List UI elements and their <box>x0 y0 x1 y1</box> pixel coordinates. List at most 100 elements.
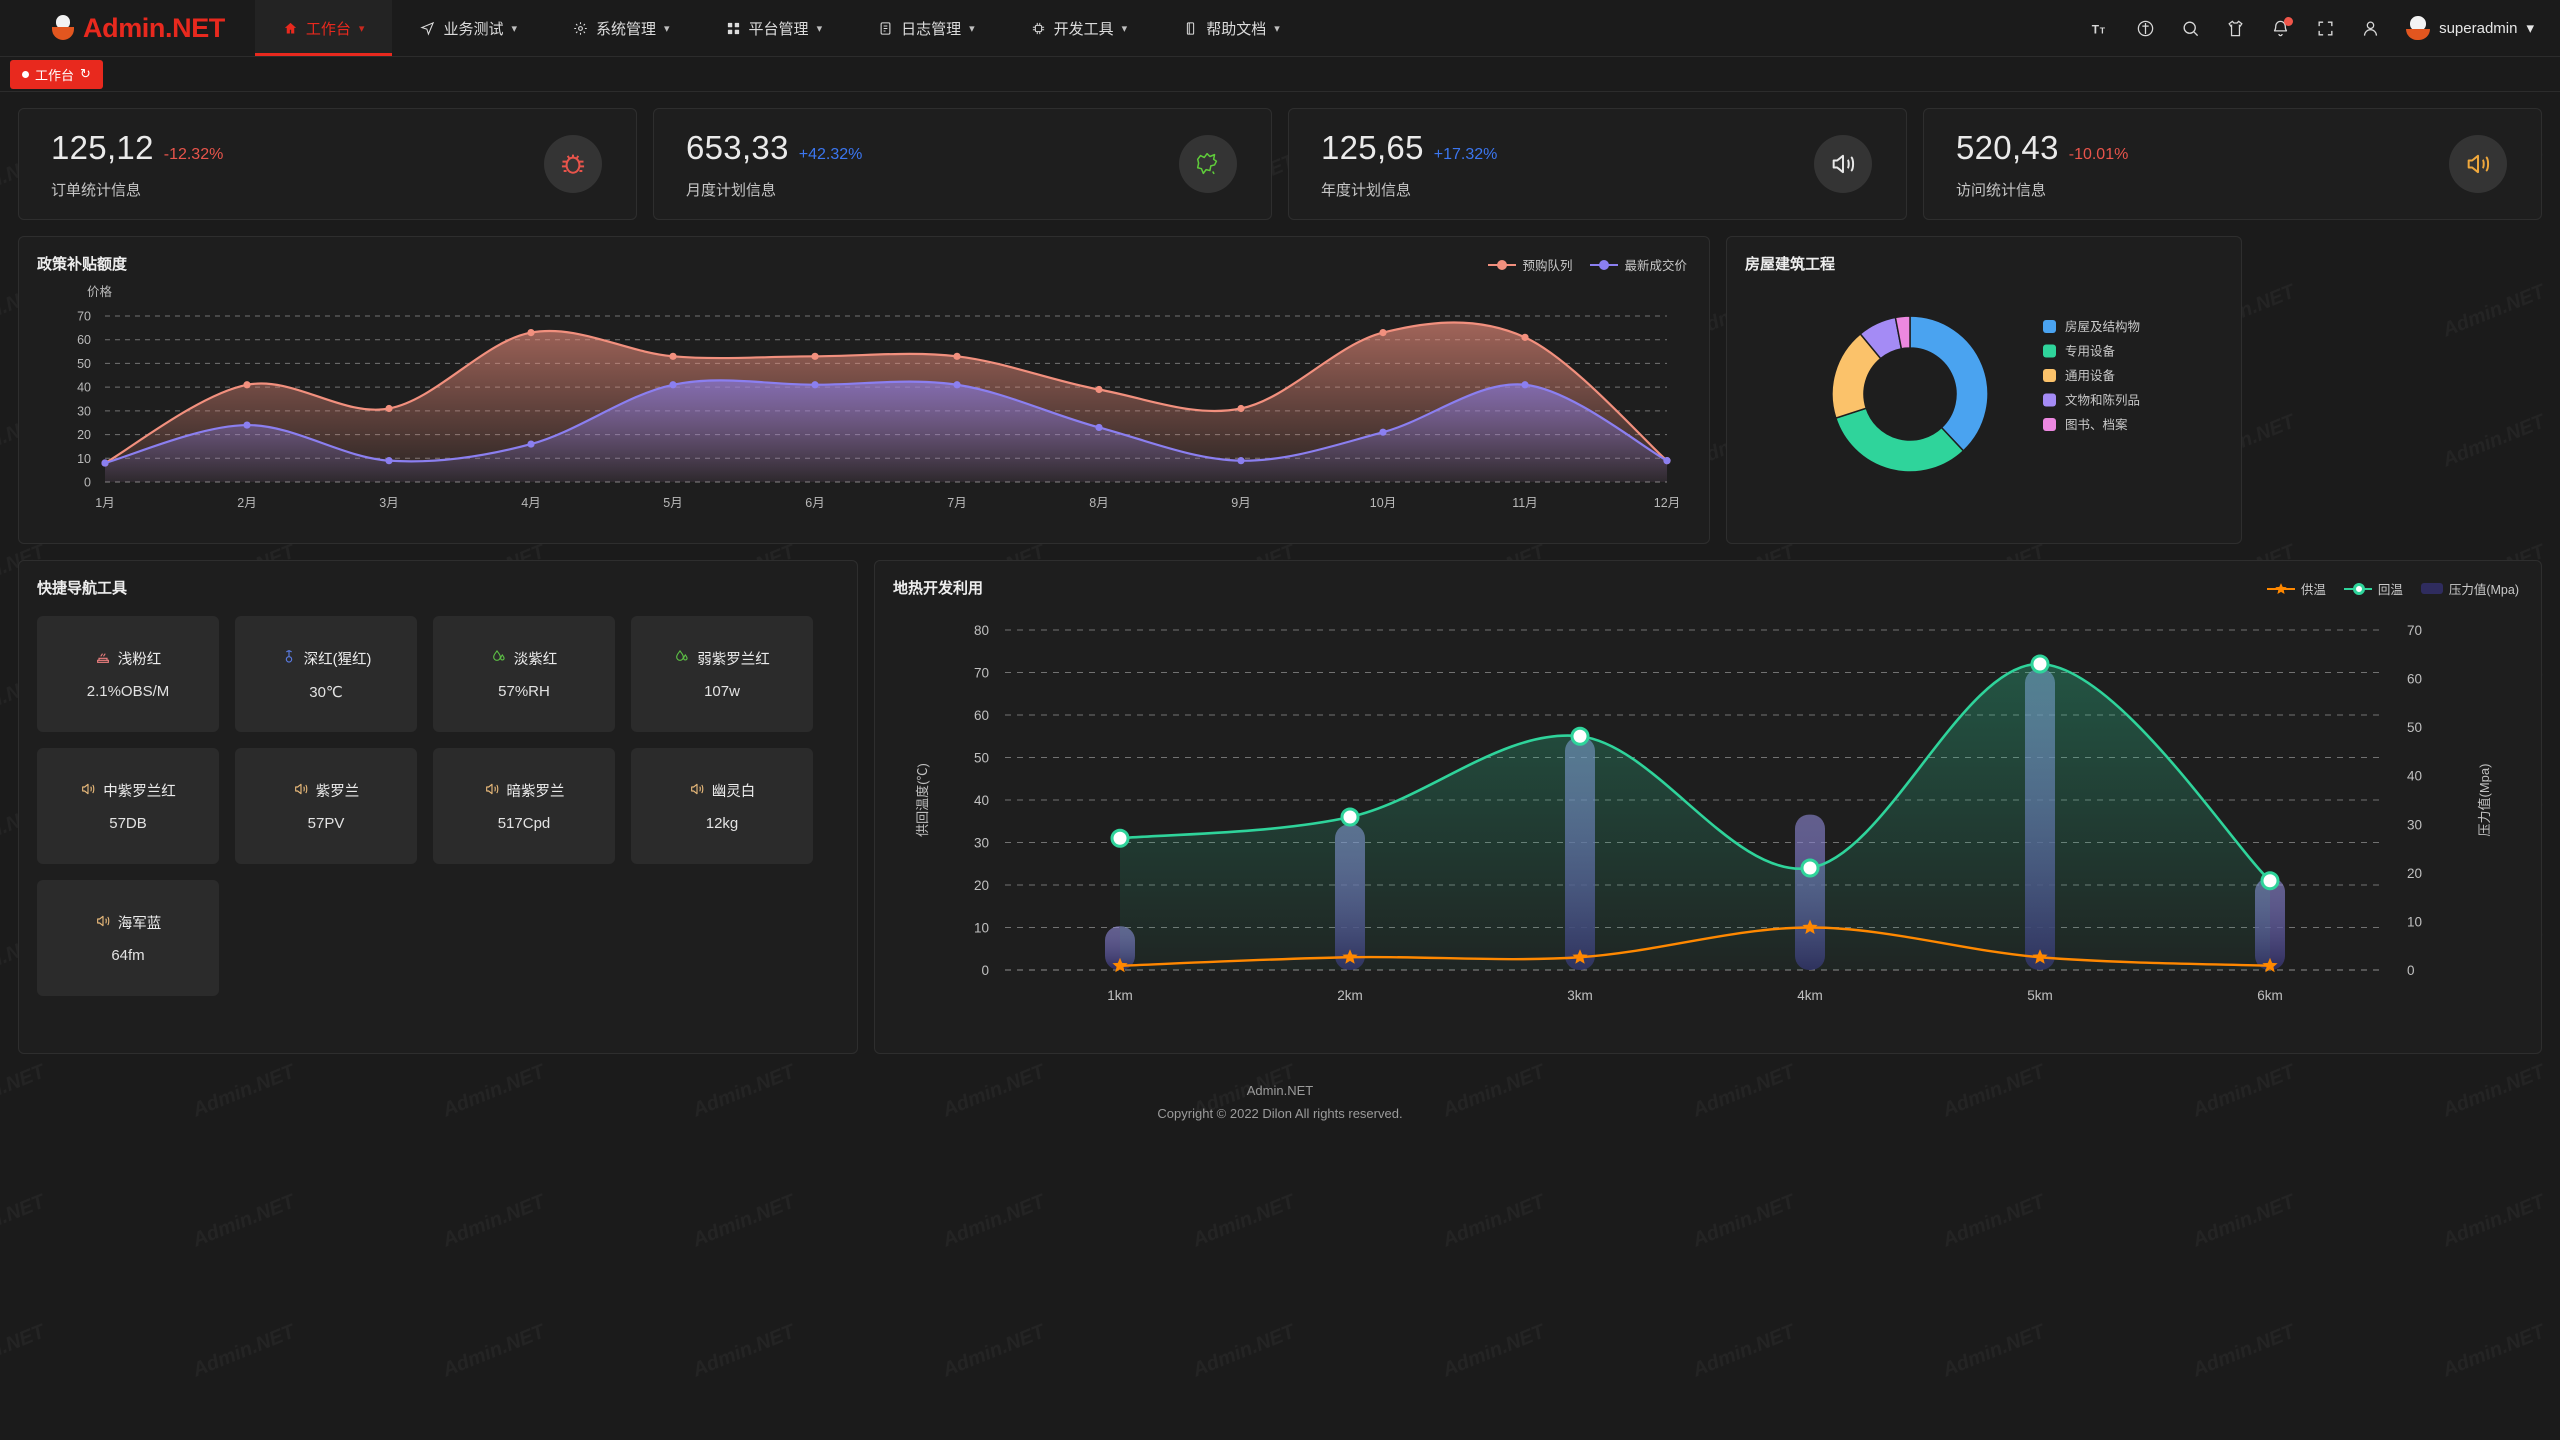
chevron-down-icon: ▾ <box>358 22 365 35</box>
speaker-icon <box>1814 135 1872 193</box>
stat-text: 125,65 +17.32% 年度计划信息 <box>1321 129 1497 200</box>
stat-card-yearly-plan[interactable]: 125,65 +17.32% 年度计划信息 <box>1288 108 1907 220</box>
svg-text:10: 10 <box>77 452 91 466</box>
brand-name: Admin.NET <box>83 12 225 43</box>
nav-item-label: 系统管理 <box>596 20 657 38</box>
svg-text:50: 50 <box>77 357 91 371</box>
tab-bar: 工作台 ↻ <box>0 57 2560 92</box>
legend-item-latest-price[interactable]: 最新成交价 <box>1590 255 1687 274</box>
nav-item-platform-management[interactable]: 平台管理 ▾ <box>698 0 851 56</box>
svg-text:60: 60 <box>974 708 989 723</box>
nav-item-label: 帮助文档 <box>1206 20 1267 38</box>
chart-legend: 供温 回温 压力值(Mpa) <box>2266 579 2519 598</box>
quicknav-tile-value: 12kg <box>705 815 739 832</box>
brand-logo[interactable]: Admin.NET <box>0 0 255 56</box>
quicknav-tile[interactable]: 深红(猩红) 30℃ <box>235 616 417 732</box>
quicknav-tile-label: 淡紫红 <box>513 652 558 668</box>
quicknav-tile-label: 浅粉红 <box>117 652 162 668</box>
quicknav-tile-value: 107w <box>704 683 740 700</box>
stat-card-row: 125,12 -12.32% 订单统计信息 653,33 +42.32% 月度计… <box>18 108 2542 220</box>
quicknav-tile-header: 浅粉红 <box>95 648 162 669</box>
quicknav-tile-value: 517Cpd <box>497 815 551 832</box>
chevron-down-icon: ▾ <box>1274 22 1280 35</box>
chevron-down-icon: ▾ <box>664 22 670 35</box>
quicknav-tile[interactable]: 海军蓝 64fm <box>37 880 219 996</box>
tab-workbench[interactable]: 工作台 ↻ <box>10 59 103 89</box>
quicknav-tile-header: 深红(猩红) <box>281 648 371 669</box>
svg-text:专用设备: 专用设备 <box>2065 344 2116 359</box>
stat-label: 订单统计信息 <box>51 181 142 199</box>
speaker-icon <box>689 781 705 801</box>
speaker-icon <box>293 781 309 801</box>
quicknav-tile[interactable]: 幽灵白 12kg <box>631 748 813 864</box>
svg-text:40: 40 <box>974 793 989 808</box>
humidity-icon <box>674 649 690 669</box>
quicknav-tile-header: 紫罗兰 <box>293 780 359 801</box>
chart-title: 地热开发利用 <box>893 580 984 597</box>
legend-label: 供温 <box>2300 583 2326 597</box>
quicknav-tile-label: 幽灵白 <box>711 784 756 800</box>
quicknav-tile[interactable]: 浅粉红 2.1%OBS/M <box>37 616 219 732</box>
language-icon[interactable] <box>2136 19 2155 38</box>
svg-text:50: 50 <box>2407 720 2422 735</box>
quicknav-tile-label: 暗紫罗兰 <box>506 784 565 800</box>
nav-item-help-docs[interactable]: 帮助文档 ▾ <box>1155 0 1308 56</box>
svg-text:10: 10 <box>974 921 989 936</box>
svg-text:40: 40 <box>77 381 91 395</box>
top-navigation-bar: Admin.NET 工作台 ▾ 业务测试 ▾ 系统管理 ▾ 平台管理 ▾ 日志管… <box>0 0 2560 57</box>
svg-text:20: 20 <box>2407 866 2422 881</box>
grid-icon <box>726 21 741 36</box>
stat-delta: +17.32% <box>1433 145 1498 163</box>
legend-item-return-temp[interactable]: 回温 <box>2343 579 2403 598</box>
nav-item-workbench[interactable]: 工作台 ▾ <box>254 0 393 56</box>
legend-item-supply-temp[interactable]: 供温 <box>2266 579 2326 598</box>
quicknav-tile[interactable]: 淡紫红 57%RH <box>433 616 615 732</box>
thermometer-icon <box>281 648 297 668</box>
nav-item-log-management[interactable]: 日志管理 ▾ <box>850 0 1003 56</box>
chip-icon <box>1031 21 1046 36</box>
nav-item-business-test[interactable]: 业务测试 ▾ <box>392 0 545 56</box>
chart-legend: 预购队列 最新成交价 <box>1488 255 1687 274</box>
quicknav-tile-value: 30℃ <box>309 683 343 701</box>
refresh-icon[interactable]: ↻ <box>80 66 91 81</box>
svg-text:30: 30 <box>2407 817 2422 832</box>
theme-shirt-icon[interactable] <box>2226 19 2245 38</box>
legend-item-preorder[interactable]: 预购队列 <box>1488 255 1572 274</box>
quicknav-tile[interactable]: 弱紫罗兰红 107w <box>631 616 813 732</box>
svg-text:70: 70 <box>2407 623 2422 638</box>
quicknav-tile-header: 海军蓝 <box>95 912 162 933</box>
stat-label: 访问统计信息 <box>1956 181 2047 199</box>
svg-text:20: 20 <box>974 878 989 893</box>
stat-card-orders[interactable]: 125,12 -12.32% 订单统计信息 <box>18 108 637 220</box>
svg-text:2km: 2km <box>1337 988 1363 1003</box>
bell-icon[interactable] <box>2271 16 2294 38</box>
stat-card-monthly-plan[interactable]: 653,33 +42.32% 月度计划信息 <box>653 108 1272 220</box>
quicknav-tile[interactable]: 暗紫罗兰 517Cpd <box>433 748 615 864</box>
legend-item-pressure[interactable]: 压力值(Mpa) <box>2420 579 2519 598</box>
svg-text:文物和陈列品: 文物和陈列品 <box>2065 393 2140 408</box>
search-icon[interactable] <box>2181 19 2200 38</box>
nav-item-dev-tools[interactable]: 开发工具 ▾ <box>1003 0 1156 56</box>
fullscreen-icon[interactable] <box>2316 19 2335 38</box>
svg-text:40: 40 <box>2407 769 2422 784</box>
quicknav-tile[interactable]: 紫罗兰 57PV <box>235 748 417 864</box>
svg-text:6km: 6km <box>2257 988 2283 1003</box>
quicknav-tile-label: 海军蓝 <box>117 916 162 932</box>
stat-value: 520,43 <box>1956 128 2059 166</box>
user-menu[interactable]: superadmin ▾ <box>2406 16 2534 40</box>
stat-card-visits[interactable]: 520,43 -10.01% 访问统计信息 <box>1923 108 2542 220</box>
avatar-icon <box>2406 16 2431 40</box>
humidity-icon <box>491 649 507 669</box>
svg-text:压力值(Mpa): 压力值(Mpa) <box>2477 764 2492 837</box>
chevron-down-icon: ▾ <box>1121 22 1128 35</box>
stat-label: 年度计划信息 <box>1321 181 1412 199</box>
quicknav-tile-value: 2.1%OBS/M <box>86 683 170 700</box>
quicknav-tile-value: 57PV <box>307 815 345 832</box>
nav-item-system-management[interactable]: 系统管理 ▾ <box>545 0 698 56</box>
policy-subsidy-plot: 价格 0 10 20 30 40 50 60 70 1月 2月 3月 4月 5月 6月 7月 8月 9月 10月 11… <box>77 284 1680 510</box>
user-outline-icon[interactable] <box>2361 19 2380 38</box>
quicknav-tile[interactable]: 中紫罗兰红 57DB <box>37 748 219 864</box>
legend-label: 压力值(Mpa) <box>2448 583 2519 597</box>
svg-text:供回温度(℃): 供回温度(℃) <box>915 763 930 837</box>
